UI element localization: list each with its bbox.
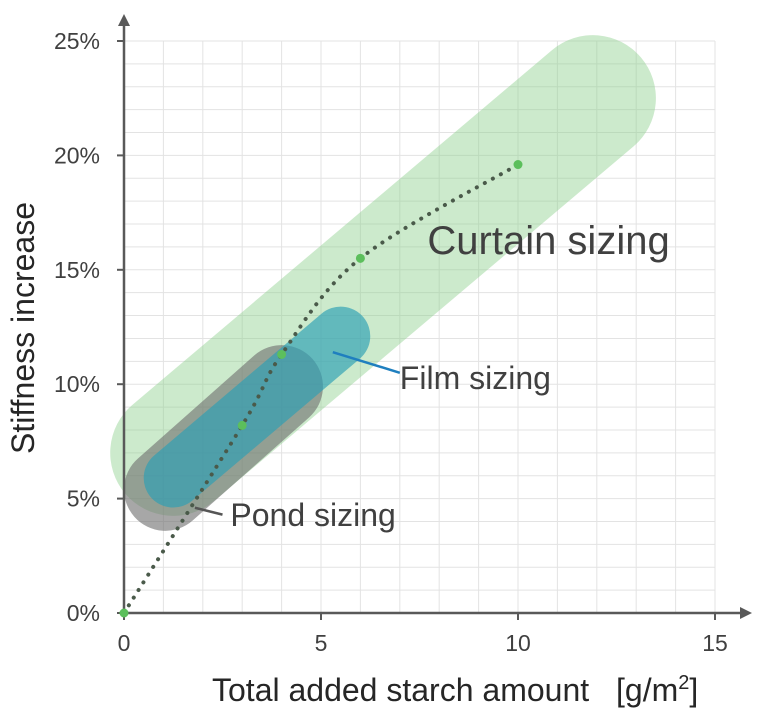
x-axis-arrow [740,607,752,619]
tick-labels: 0 5 10 15 0% 5% 10% 15% 20% 25% [54,28,728,656]
annotation-leader [194,506,223,516]
annotation-curtain-sizing: Curtain sizing [427,219,669,263]
y-axis-arrow [118,14,130,26]
region-film-sizing [143,306,371,508]
data-point [513,160,523,170]
y-tick-label: 10% [54,371,100,397]
annotation-leader [332,350,401,374]
x-axis-title-unit-sup: 2 [678,672,689,694]
x-axis-title-unit-close: ] [689,672,698,708]
x-tick-label: 0 [118,630,131,656]
axes [117,14,752,620]
data-points [119,160,523,618]
data-point [237,420,247,430]
x-tick-label: 5 [315,630,328,656]
x-axis-title: Total added starch amount [g/m2] [212,672,698,708]
y-tick-label: 5% [67,486,100,512]
x-tick-label: 15 [702,630,728,656]
regions [110,35,656,531]
data-point [277,349,287,359]
x-tick-label: 10 [505,630,531,656]
y-tick-label: 20% [54,142,100,168]
trendline [122,162,520,615]
trendline-path [122,162,520,615]
x-axis-title-unit: [g/m [616,672,678,708]
y-tick-label: 25% [54,28,100,54]
y-axis-title: Stiffness increase [5,202,41,454]
data-point [119,608,129,618]
data-point [355,253,365,263]
annotation-pond-sizing: Pond sizing [230,497,395,533]
x-axis-title-label: Total added starch amount [212,672,589,708]
y-tick-label: 15% [54,257,100,283]
annotations: Curtain sizing Film sizing Pond sizing [194,219,670,533]
annotation-film-sizing: Film sizing [400,360,551,396]
region-shape [143,306,371,508]
gridlines [124,40,716,613]
y-tick-label: 0% [67,600,100,626]
